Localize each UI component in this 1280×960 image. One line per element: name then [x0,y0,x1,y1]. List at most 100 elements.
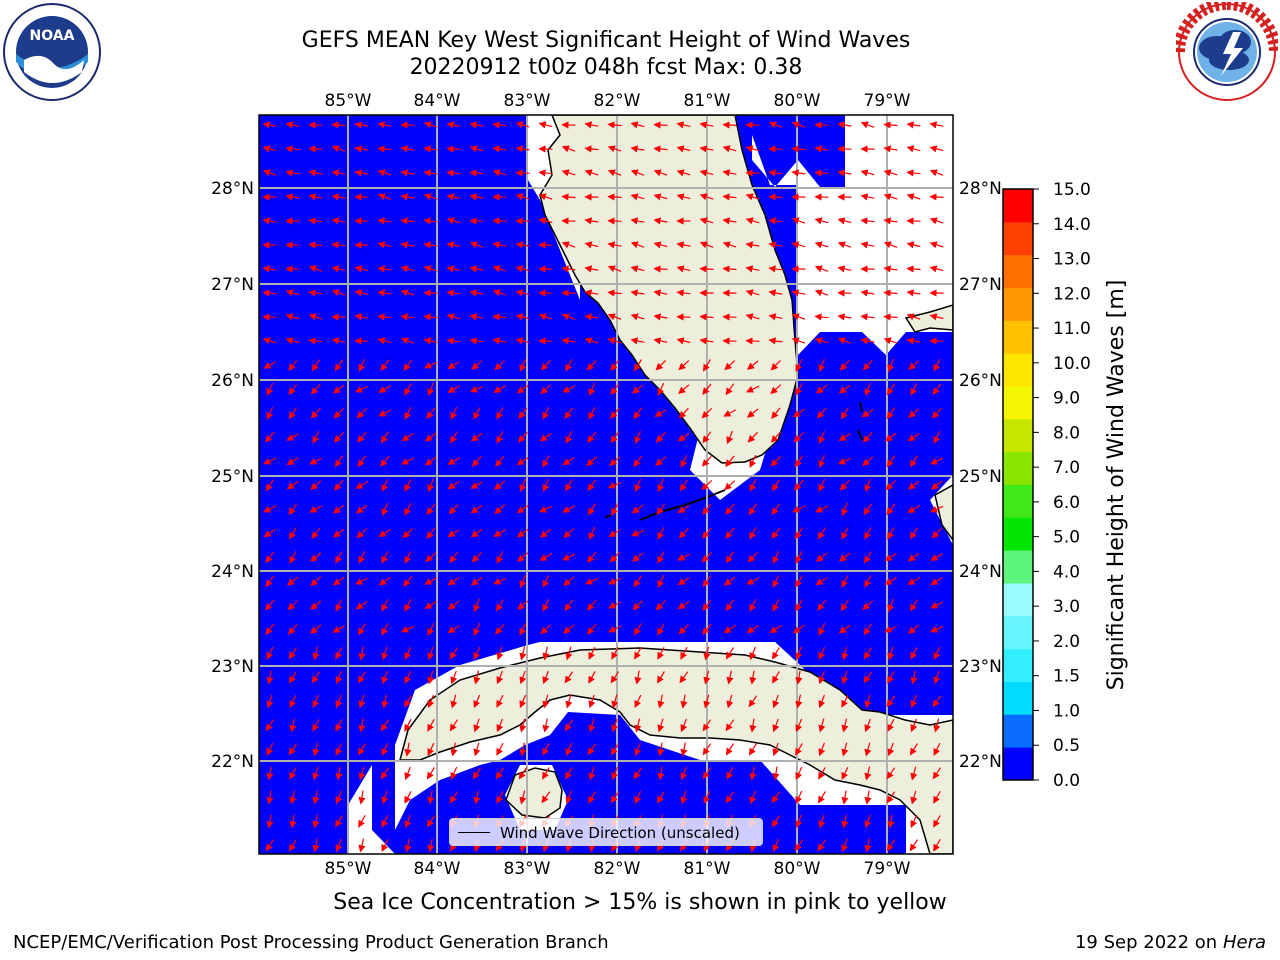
wind-arrow [356,407,368,419]
wind-arrow [449,551,459,564]
wind-arrow [358,646,366,661]
wind-arrow [610,743,620,756]
wind-arrow [288,383,298,396]
wind-arrow [540,359,551,371]
wind-arrow [887,742,895,757]
wind-arrow [473,646,481,660]
colorbar-tick-label: 7.0 [1053,458,1080,478]
wind-arrow [355,385,369,393]
wind-arrow [262,337,277,345]
wind-arrow [838,552,851,562]
wind-arrow [515,145,530,153]
colorbar-tick-label: 15.0 [1053,180,1091,200]
wind-arrow [404,383,412,396]
footer-credit: NCEP/EMC/Verification Post Processing Pr… [13,932,609,953]
wind-arrow [933,670,941,685]
legend-label: Wind Wave Direction (unscaled) [500,824,740,842]
land-masses [399,115,953,854]
wind-arrow [910,382,918,396]
wind-arrow [335,718,343,732]
wind-arrow [748,695,758,708]
wind-arrow [335,694,343,709]
wind-arrow [701,527,712,539]
wind-arrow [542,694,550,709]
wind-arrow [335,815,343,828]
wind-arrow [634,478,642,493]
wind-arrow [289,767,297,780]
wind-arrow [262,121,277,129]
wind-arrow [814,313,829,321]
wind-arrow [496,430,504,444]
wind-arrow [910,814,918,828]
wind-arrow [795,766,803,780]
wind-arrow [404,814,412,829]
wind-arrow [653,313,668,321]
wind-arrow [610,671,620,684]
colorbar-tick-label: 11.0 [1053,319,1091,339]
wind-arrow [516,528,529,538]
florida-keys [604,401,863,521]
wind-arrow [886,767,896,780]
wind-arrow [331,169,346,177]
wind-arrow [473,790,481,805]
wind-arrow [541,791,551,804]
wind-arrow [818,622,826,636]
wind-arrow [470,481,483,489]
wind-arrow [930,480,943,490]
lon-label-bottom: 82°W [594,859,641,879]
wind-arrow [539,528,552,538]
wind-arrow [770,431,781,443]
wind-arrow [565,479,573,492]
wind-arrow [794,527,804,540]
wind-arrow [839,359,850,371]
wind-arrow [722,313,737,321]
wind-arrow [309,600,322,610]
footer-host: Hera [1222,932,1266,953]
wind-arrow [447,361,460,370]
wind-arrow [817,599,827,611]
wind-arrow [864,478,872,493]
wind-arrow [335,838,343,853]
wind-arrow [910,647,918,660]
wind-arrow [519,742,527,757]
wind-arrow [657,526,665,540]
wind-arrow [517,552,529,563]
wind-arrow [538,121,553,129]
wind-arrow [653,337,668,345]
wind-arrow [702,359,711,372]
colorbar-swatch [1003,714,1033,748]
wind-arrow [818,358,826,373]
wind-arrow [312,694,320,709]
wind-arrow [655,431,666,443]
wind-arrow [633,407,643,420]
wind-arrow [910,694,918,709]
wind-arrow [515,121,530,129]
wind-arrow [726,766,734,780]
wind-arrow [610,791,620,804]
wind-arrow [423,217,438,225]
wind-arrow [768,337,783,345]
wind-arrow [772,550,780,564]
wind-arrow [586,456,598,467]
wind-arrow [473,742,481,757]
wind-arrow [678,360,690,371]
lat-label-right: 28°N [959,179,1002,199]
wind-arrow [358,790,366,805]
wind-arrow [771,503,781,516]
wind-arrow [493,385,506,393]
wind-arrow [495,767,504,780]
wind-arrow [930,505,944,513]
wind-arrow [495,455,505,468]
wind-arrow [404,646,412,660]
wind-arrow [657,478,665,493]
wind-arrow [680,766,688,781]
wind-arrow [492,313,507,321]
wind-arrow [424,577,437,585]
wind-arrow [287,600,299,611]
wind-arrow [423,169,438,177]
wind-arrow [450,670,458,685]
wind-arrow [749,670,757,685]
wind-arrow [864,694,872,709]
wind-arrow [285,337,300,345]
wind-arrow [264,431,275,443]
